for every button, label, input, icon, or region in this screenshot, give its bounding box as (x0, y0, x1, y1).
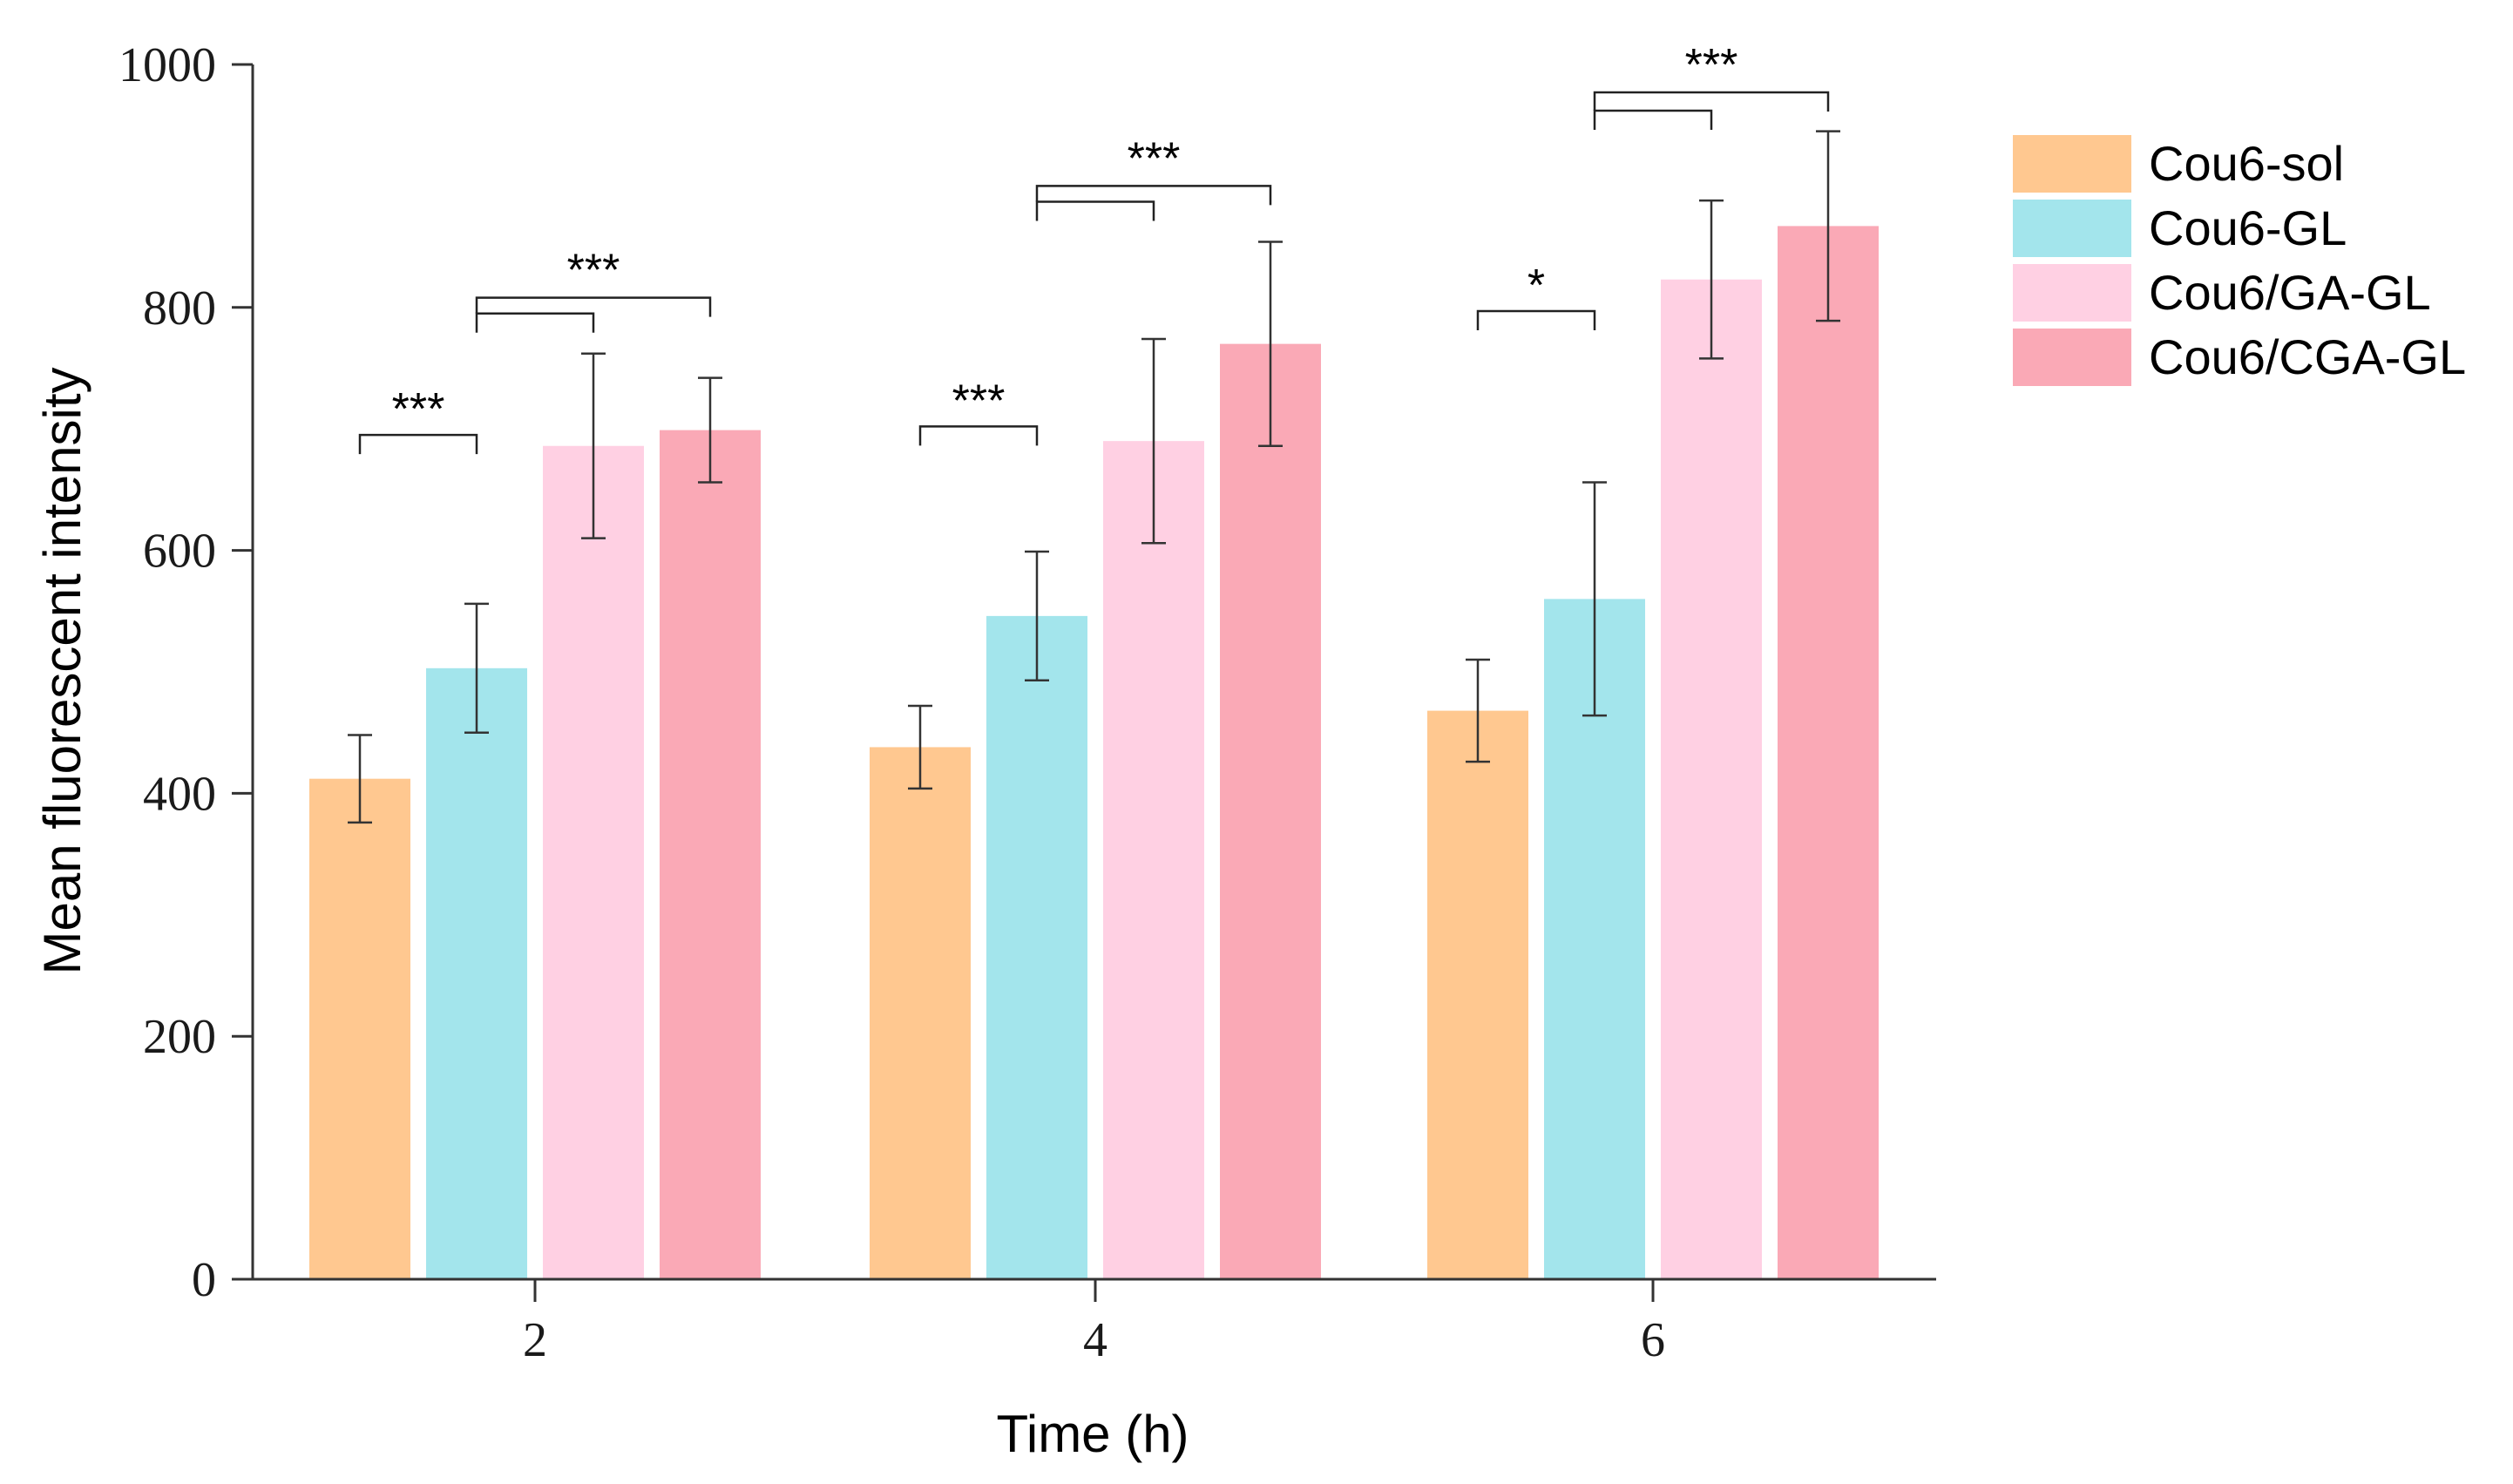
legend-label: Cou6/CGA-GL (2149, 329, 2466, 384)
legend-swatch (2013, 135, 2131, 193)
bar (543, 445, 644, 1279)
significance-bracket (1035, 200, 1155, 221)
y-tick-label: 1000 (119, 38, 216, 92)
significance-bracket (475, 296, 712, 317)
y-axis-ticks: 0 200 400 600 800 1000 (119, 38, 253, 1307)
x-tick-label: 2 (523, 1313, 547, 1367)
bar (1778, 226, 1879, 1280)
significance-label: *** (392, 384, 445, 435)
significance-bracket (358, 433, 478, 455)
significance-label: *** (952, 376, 1006, 426)
error-bars (348, 130, 1840, 824)
legend-swatch (2013, 329, 2131, 386)
x-tick-label: 6 (1641, 1313, 1665, 1367)
significance-label: *** (1128, 133, 1181, 184)
bars (309, 226, 1879, 1280)
legend-swatch (2013, 264, 2131, 322)
y-tick-label: 600 (143, 525, 216, 579)
bar (309, 778, 410, 1279)
bar (986, 615, 1087, 1279)
y-tick-label: 800 (143, 281, 216, 335)
significance-label: *** (1685, 40, 1738, 91)
legend-label: Cou6-sol (2149, 136, 2344, 191)
significance-bracket (918, 425, 1039, 446)
bar (1661, 279, 1762, 1279)
bar (1427, 710, 1528, 1279)
bar (1220, 343, 1321, 1279)
bar (660, 430, 761, 1279)
y-tick-label: 0 (192, 1253, 216, 1307)
legend-label: Cou6/GA-GL (2149, 265, 2431, 320)
x-tick-label: 4 (1083, 1313, 1107, 1367)
bar (1103, 441, 1204, 1279)
significance-brackets: **************** (358, 40, 1830, 455)
y-tick-label: 200 (143, 1010, 216, 1064)
significance-bracket (1035, 185, 1272, 206)
y-tick-label: 400 (143, 767, 216, 821)
x-axis-title: Time (h) (996, 1405, 1189, 1463)
y-axis-title: Mean fluorescent intensity (33, 367, 91, 974)
significance-bracket (1593, 109, 1713, 130)
legend-label: Cou6-GL (2149, 200, 2347, 255)
legend: Cou6-sol Cou6-GL Cou6/GA-GL Cou6/CGA-GL (2013, 135, 2466, 386)
significance-bracket (1476, 309, 1596, 330)
x-axis-ticks: 2 4 6 (523, 1279, 1665, 1367)
legend-swatch (2013, 200, 2131, 257)
significance-bracket (475, 312, 595, 333)
significance-label: *** (567, 246, 620, 296)
significance-bracket (1593, 91, 1830, 112)
bar (870, 747, 971, 1279)
bar (426, 667, 527, 1279)
significance-label: * (1527, 261, 1545, 311)
